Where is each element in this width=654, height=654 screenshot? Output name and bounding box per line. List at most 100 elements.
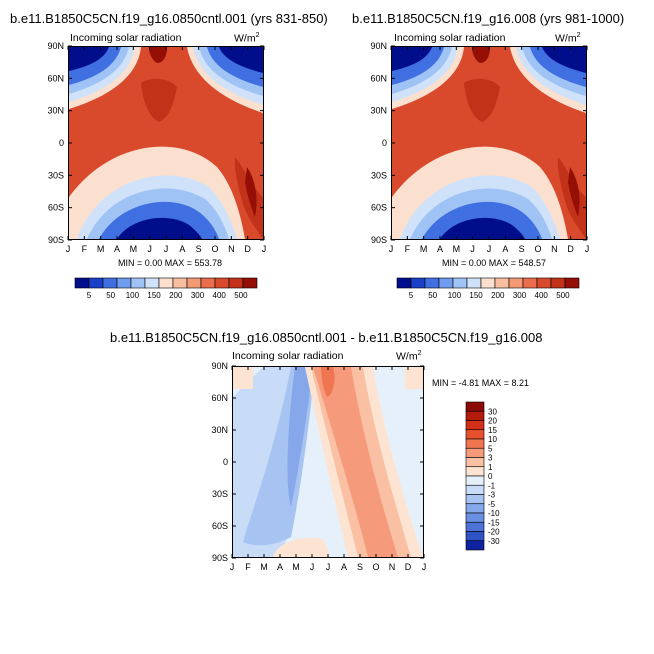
p1-xtick-label: N: [228, 244, 235, 254]
p3-xtick-label: N: [389, 562, 396, 572]
p1-colorbar-box: [130, 277, 146, 289]
p1-ytick-label: 90S: [48, 235, 64, 245]
p3-ne-corner-patch: [405, 367, 423, 389]
p1-colorbar-box: [74, 277, 90, 289]
p3-colorbar-label: 5: [488, 444, 493, 453]
p2-xtick-label: J: [389, 244, 394, 254]
p3-colorbar-box: [465, 457, 485, 468]
p1-colorbar-box: [172, 277, 188, 289]
p3-colorbar-box: [465, 475, 485, 486]
p2-sh-summer-peak: [568, 167, 580, 217]
panel2-plot: [391, 46, 587, 240]
p2-colorbar-label: 100: [448, 291, 462, 300]
panel2-units-base: W/m: [555, 32, 577, 45]
p1-colorbar-box: [200, 277, 216, 289]
p3-xtick-label: J: [326, 562, 331, 572]
p2-ytick-label: 0: [382, 138, 387, 148]
p3-pos-band-5: [313, 367, 398, 557]
p1-ytick-label: 30N: [47, 106, 64, 116]
p2-colorbar-label: 50: [428, 291, 437, 300]
p2-colorbar-label: 5: [409, 291, 414, 300]
p3-ytick-label: 60N: [211, 393, 228, 403]
p2-ytick-label: 60N: [370, 73, 387, 83]
p3-colorbar-box: [465, 521, 485, 532]
p1-colorbar-label: 500: [234, 291, 248, 300]
p3-colorbar-box: [465, 447, 485, 458]
panel1-field: [69, 47, 263, 239]
p3-colorbar-box: [465, 438, 485, 449]
p2-nh-night-left-1: [392, 47, 432, 71]
p2-colorbar-box: [550, 277, 566, 289]
p1-ytick-label: 60S: [48, 203, 64, 213]
p3-colorbar-box: [465, 540, 485, 551]
p1-xtick-label: J: [147, 244, 152, 254]
panel2-title: b.e11.B1850C5CN.f19_g16.008 (yrs 981-100…: [352, 11, 625, 26]
p3-colorbar-label: 3: [488, 454, 493, 463]
p2-xtick-label: A: [502, 244, 508, 254]
p1-xtick-label: A: [114, 244, 120, 254]
p3-xtick-label: M: [260, 562, 268, 572]
p3-colorbar-label: 30: [488, 407, 497, 416]
p1-colorbar-label: 200: [169, 291, 183, 300]
p1-xtick-label: J: [262, 244, 267, 254]
p1-sh-night-1: [117, 217, 202, 239]
p2-ytick-label: 90S: [371, 235, 387, 245]
panel3-title: b.e11.B1850C5CN.f19_g16.0850cntl.001 - b…: [110, 330, 543, 345]
p1-colorbar-box: [102, 277, 118, 289]
p3-colorbar-label: -10: [488, 509, 500, 518]
panel1-units: W/m2: [234, 32, 259, 45]
p3-colorbar-label: 20: [488, 417, 497, 426]
panel3-units-sup: 2: [417, 350, 422, 357]
p3-colorbar-box: [465, 494, 485, 505]
panel1-subtitle: Incoming solar radiation: [70, 32, 182, 44]
panel2-subtitle: Incoming solar radiation: [394, 32, 506, 44]
p3-colorbar-label: 10: [488, 435, 497, 444]
p2-ytick-label: 30N: [370, 106, 387, 116]
panel2-stats: MIN = 0.00 MAX = 548.57: [442, 258, 547, 268]
panel3-stats: MIN = -4.81 MAX = 8.21: [432, 378, 530, 388]
p3-xtick-label: A: [277, 562, 283, 572]
p3-neg-band-5: [287, 367, 313, 507]
p3-ytick-label: 90N: [211, 361, 228, 371]
p3-colorbar-box: [465, 531, 485, 542]
p3-ytick-label: 0: [223, 457, 228, 467]
p1-colorbar-box: [214, 277, 230, 289]
panel2-units-sup: 2: [576, 32, 581, 39]
p2-colorbar-box: [536, 277, 552, 289]
p3-colorbar-label: -3: [488, 491, 496, 500]
p2-ytick-label: 90N: [370, 41, 387, 51]
p1-colorbar-box: [144, 277, 160, 289]
p1-colorbar-box: [88, 277, 104, 289]
p1-ytick-label: 60N: [47, 73, 64, 83]
p1-xtick-label: S: [196, 244, 202, 254]
p3-colorbar-label: -5: [488, 500, 496, 509]
p2-colorbar-label: 150: [469, 291, 483, 300]
p2-xtick-label: D: [567, 244, 574, 254]
panel2-units: W/m2: [555, 32, 580, 45]
p3-xtick-label: J: [230, 562, 235, 572]
p2-ytick-label: 60S: [371, 203, 387, 213]
p3-xtick-label: A: [341, 562, 347, 572]
p1-xtick-label: J: [66, 244, 71, 254]
p3-xtick-label: F: [245, 562, 251, 572]
panel3-units: W/m2: [396, 350, 421, 363]
panel3-field: [233, 367, 423, 557]
p1-ytick-label: 30S: [48, 170, 64, 180]
p2-xtick-label: O: [534, 244, 541, 254]
p2-colorbar-box: [522, 277, 538, 289]
p3-xtick-label: J: [422, 562, 427, 572]
p1-colorbar-box: [158, 277, 174, 289]
p3-xtick-label: D: [405, 562, 412, 572]
panel2-field: [392, 47, 586, 239]
p1-colorbar-label: 5: [87, 291, 92, 300]
p2-colorbar-box: [396, 277, 412, 289]
p1-colorbar-label: 300: [191, 291, 205, 300]
p2-colorbar-box: [424, 277, 440, 289]
p1-colorbar-label: 150: [147, 291, 161, 300]
p3-colorbar-label: -30: [488, 537, 500, 546]
p2-colorbar-box: [466, 277, 482, 289]
p3-nw-corner-patch: [233, 367, 253, 389]
p1-colorbar-label: 100: [126, 291, 140, 300]
p2-nh-night-right-1: [542, 47, 586, 73]
p2-ytick-label: 30S: [371, 170, 387, 180]
